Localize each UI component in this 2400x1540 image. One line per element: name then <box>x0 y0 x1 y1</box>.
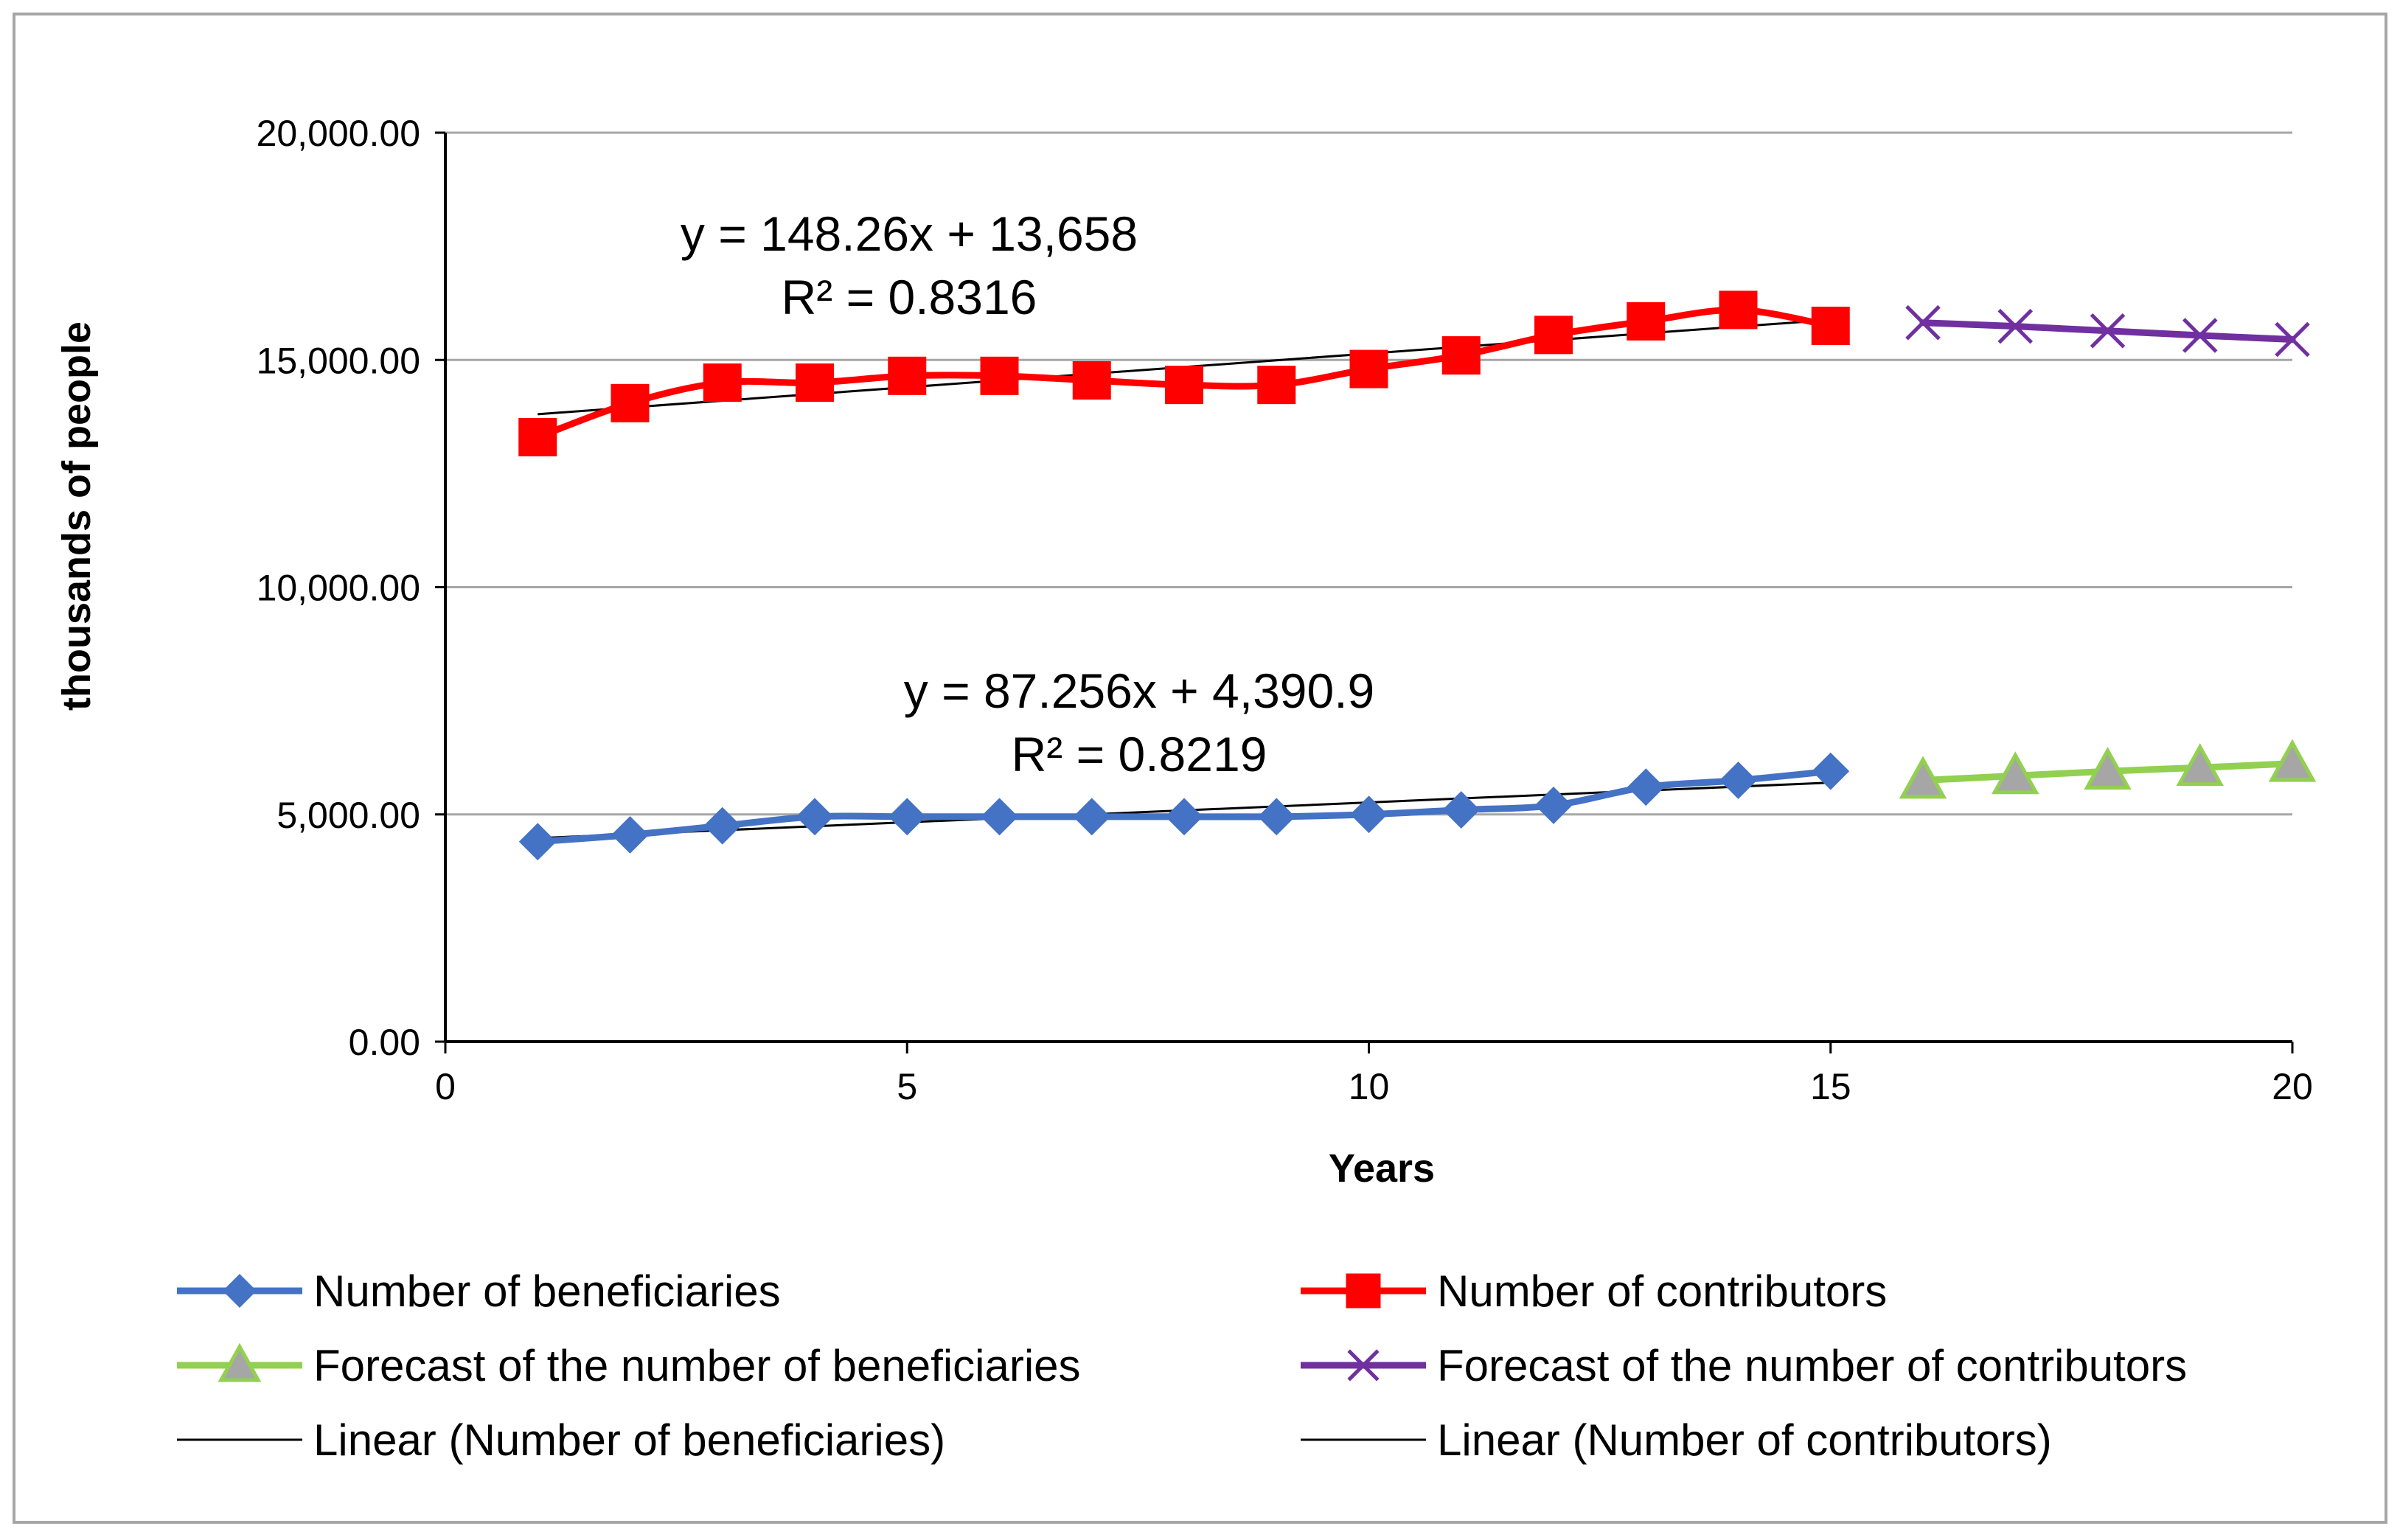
data-point-contributors <box>796 363 834 403</box>
data-point-forecast_contributors-stroke-b <box>2275 321 2310 358</box>
data-point-beneficiaries <box>1534 787 1573 824</box>
legend-label: Forecast of the number of contributors <box>1437 1341 2187 1390</box>
data-point-contributors <box>1257 366 1296 405</box>
trend-r2-beneficiaries: R² = 0.8219 <box>1012 727 1267 781</box>
data-point-forecast_contributors <box>1905 304 1941 341</box>
data-point-forecast_beneficiaries <box>2268 739 2317 782</box>
legend-item-forecast_contributors: Forecast of the number of contributors <box>1301 1341 2187 1390</box>
x-tick-label: 0 <box>435 1066 456 1107</box>
data-point-forecast_contributors <box>1997 308 2034 344</box>
data-point-beneficiaries <box>888 798 926 836</box>
data-point-beneficiaries <box>1073 798 1111 836</box>
legend-swatch-marker <box>218 1342 262 1382</box>
data-point-beneficiaries <box>1812 752 1850 790</box>
data-point-forecast_beneficiaries <box>2176 743 2224 787</box>
data-point-beneficiaries <box>796 798 834 836</box>
legend-item-beneficiaries: Number of beneficiaries <box>177 1267 781 1316</box>
y-tick-label: 5,000.00 <box>276 795 420 836</box>
data-point-contributors <box>1627 302 1666 341</box>
data-point-beneficiaries <box>1165 798 1203 836</box>
x-tick-label: 15 <box>1810 1066 1851 1107</box>
legend-item-trend_contributors: Linear (Number of contributors) <box>1301 1415 2052 1465</box>
data-point-beneficiaries <box>1719 762 1757 799</box>
trend-r2-contributors: R² = 0.8316 <box>782 270 1037 324</box>
legend-item-trend_beneficiaries: Linear (Number of beneficiaries) <box>177 1415 945 1465</box>
legend-swatch-marker <box>1347 1349 1380 1382</box>
data-point-contributors <box>1072 360 1111 400</box>
data-point-contributors <box>611 383 650 422</box>
x-tick-label: 10 <box>1349 1066 1390 1107</box>
data-point-contributors <box>1719 290 1758 330</box>
trend-equation-beneficiaries: y = 87.256x + 4,390.9 <box>904 663 1375 718</box>
y-tick-label: 20,000.00 <box>257 113 420 154</box>
data-point-beneficiaries <box>1442 791 1481 829</box>
legend-label: Linear (Number of beneficiaries) <box>313 1415 945 1465</box>
legend-swatch-marker <box>1346 1273 1381 1309</box>
data-point-forecast_beneficiaries <box>2084 747 2132 790</box>
data-point-forecast_contributors-stroke-b <box>1997 308 2034 344</box>
data-point-beneficiaries <box>1350 795 1388 834</box>
data-point-forecast_contributors-stroke-b <box>1905 304 1941 341</box>
data-point-beneficiaries <box>518 823 557 861</box>
data-series <box>518 290 2317 861</box>
data-point-contributors <box>1534 316 1573 355</box>
data-point-forecast_contributors-stroke-b <box>2182 318 2218 353</box>
x-tick-label: 5 <box>897 1066 917 1107</box>
legend-item-contributors: Number of contributors <box>1301 1267 1887 1316</box>
data-point-beneficiaries <box>981 798 1018 836</box>
data-point-forecast_beneficiaries <box>1992 751 2039 795</box>
data-point-beneficiaries <box>1627 768 1665 806</box>
legend-label: Linear (Number of contributors) <box>1437 1415 2052 1465</box>
data-point-contributors <box>1349 349 1388 389</box>
data-point-contributors <box>888 356 927 395</box>
data-point-beneficiaries <box>1257 798 1295 836</box>
data-point-forecast_contributors <box>2275 321 2310 358</box>
data-point-beneficiaries <box>611 816 649 854</box>
data-point-contributors <box>1441 336 1481 375</box>
data-point-contributors <box>1165 366 1203 405</box>
data-point-forecast_contributors-stroke-b <box>2090 313 2126 349</box>
x-tick-label: 20 <box>2272 1066 2313 1107</box>
data-point-forecast_contributors <box>2090 313 2126 349</box>
legend-label: Number of contributors <box>1437 1267 1887 1316</box>
legend-label: Forecast of the number of beneficiaries <box>313 1341 1081 1390</box>
legend-item-forecast_beneficiaries: Forecast of the number of beneficiaries <box>177 1341 1081 1390</box>
trend-equation-contributors: y = 148.26x + 13,658 <box>681 206 1138 261</box>
x-axis-title: Years <box>1329 1146 1435 1191</box>
data-point-beneficiaries <box>703 806 742 845</box>
y-tick-label: 10,000.00 <box>257 568 420 609</box>
legend-label: Number of beneficiaries <box>313 1267 781 1316</box>
data-point-contributors <box>703 363 742 403</box>
data-point-contributors <box>1811 307 1850 346</box>
y-tick-label: 0.00 <box>349 1022 420 1063</box>
data-point-contributors <box>518 418 557 457</box>
legend: Number of beneficiaries Number of contrib… <box>177 1267 2187 1465</box>
data-point-forecast_beneficiaries <box>1899 756 1947 799</box>
data-point-contributors <box>980 356 1019 395</box>
legend-swatch-marker-stroke-b <box>1347 1349 1380 1382</box>
data-point-forecast_contributors <box>2182 318 2218 353</box>
y-tick-label: 15,000.00 <box>257 340 420 381</box>
chart-border <box>13 13 2387 1524</box>
y-axis-title: thousands of people <box>55 321 99 711</box>
legend-swatch-marker <box>222 1273 257 1309</box>
axes: 0.00 5,000.00 10,000.00 15,000.00 20,000.00 0… <box>257 113 2313 1107</box>
